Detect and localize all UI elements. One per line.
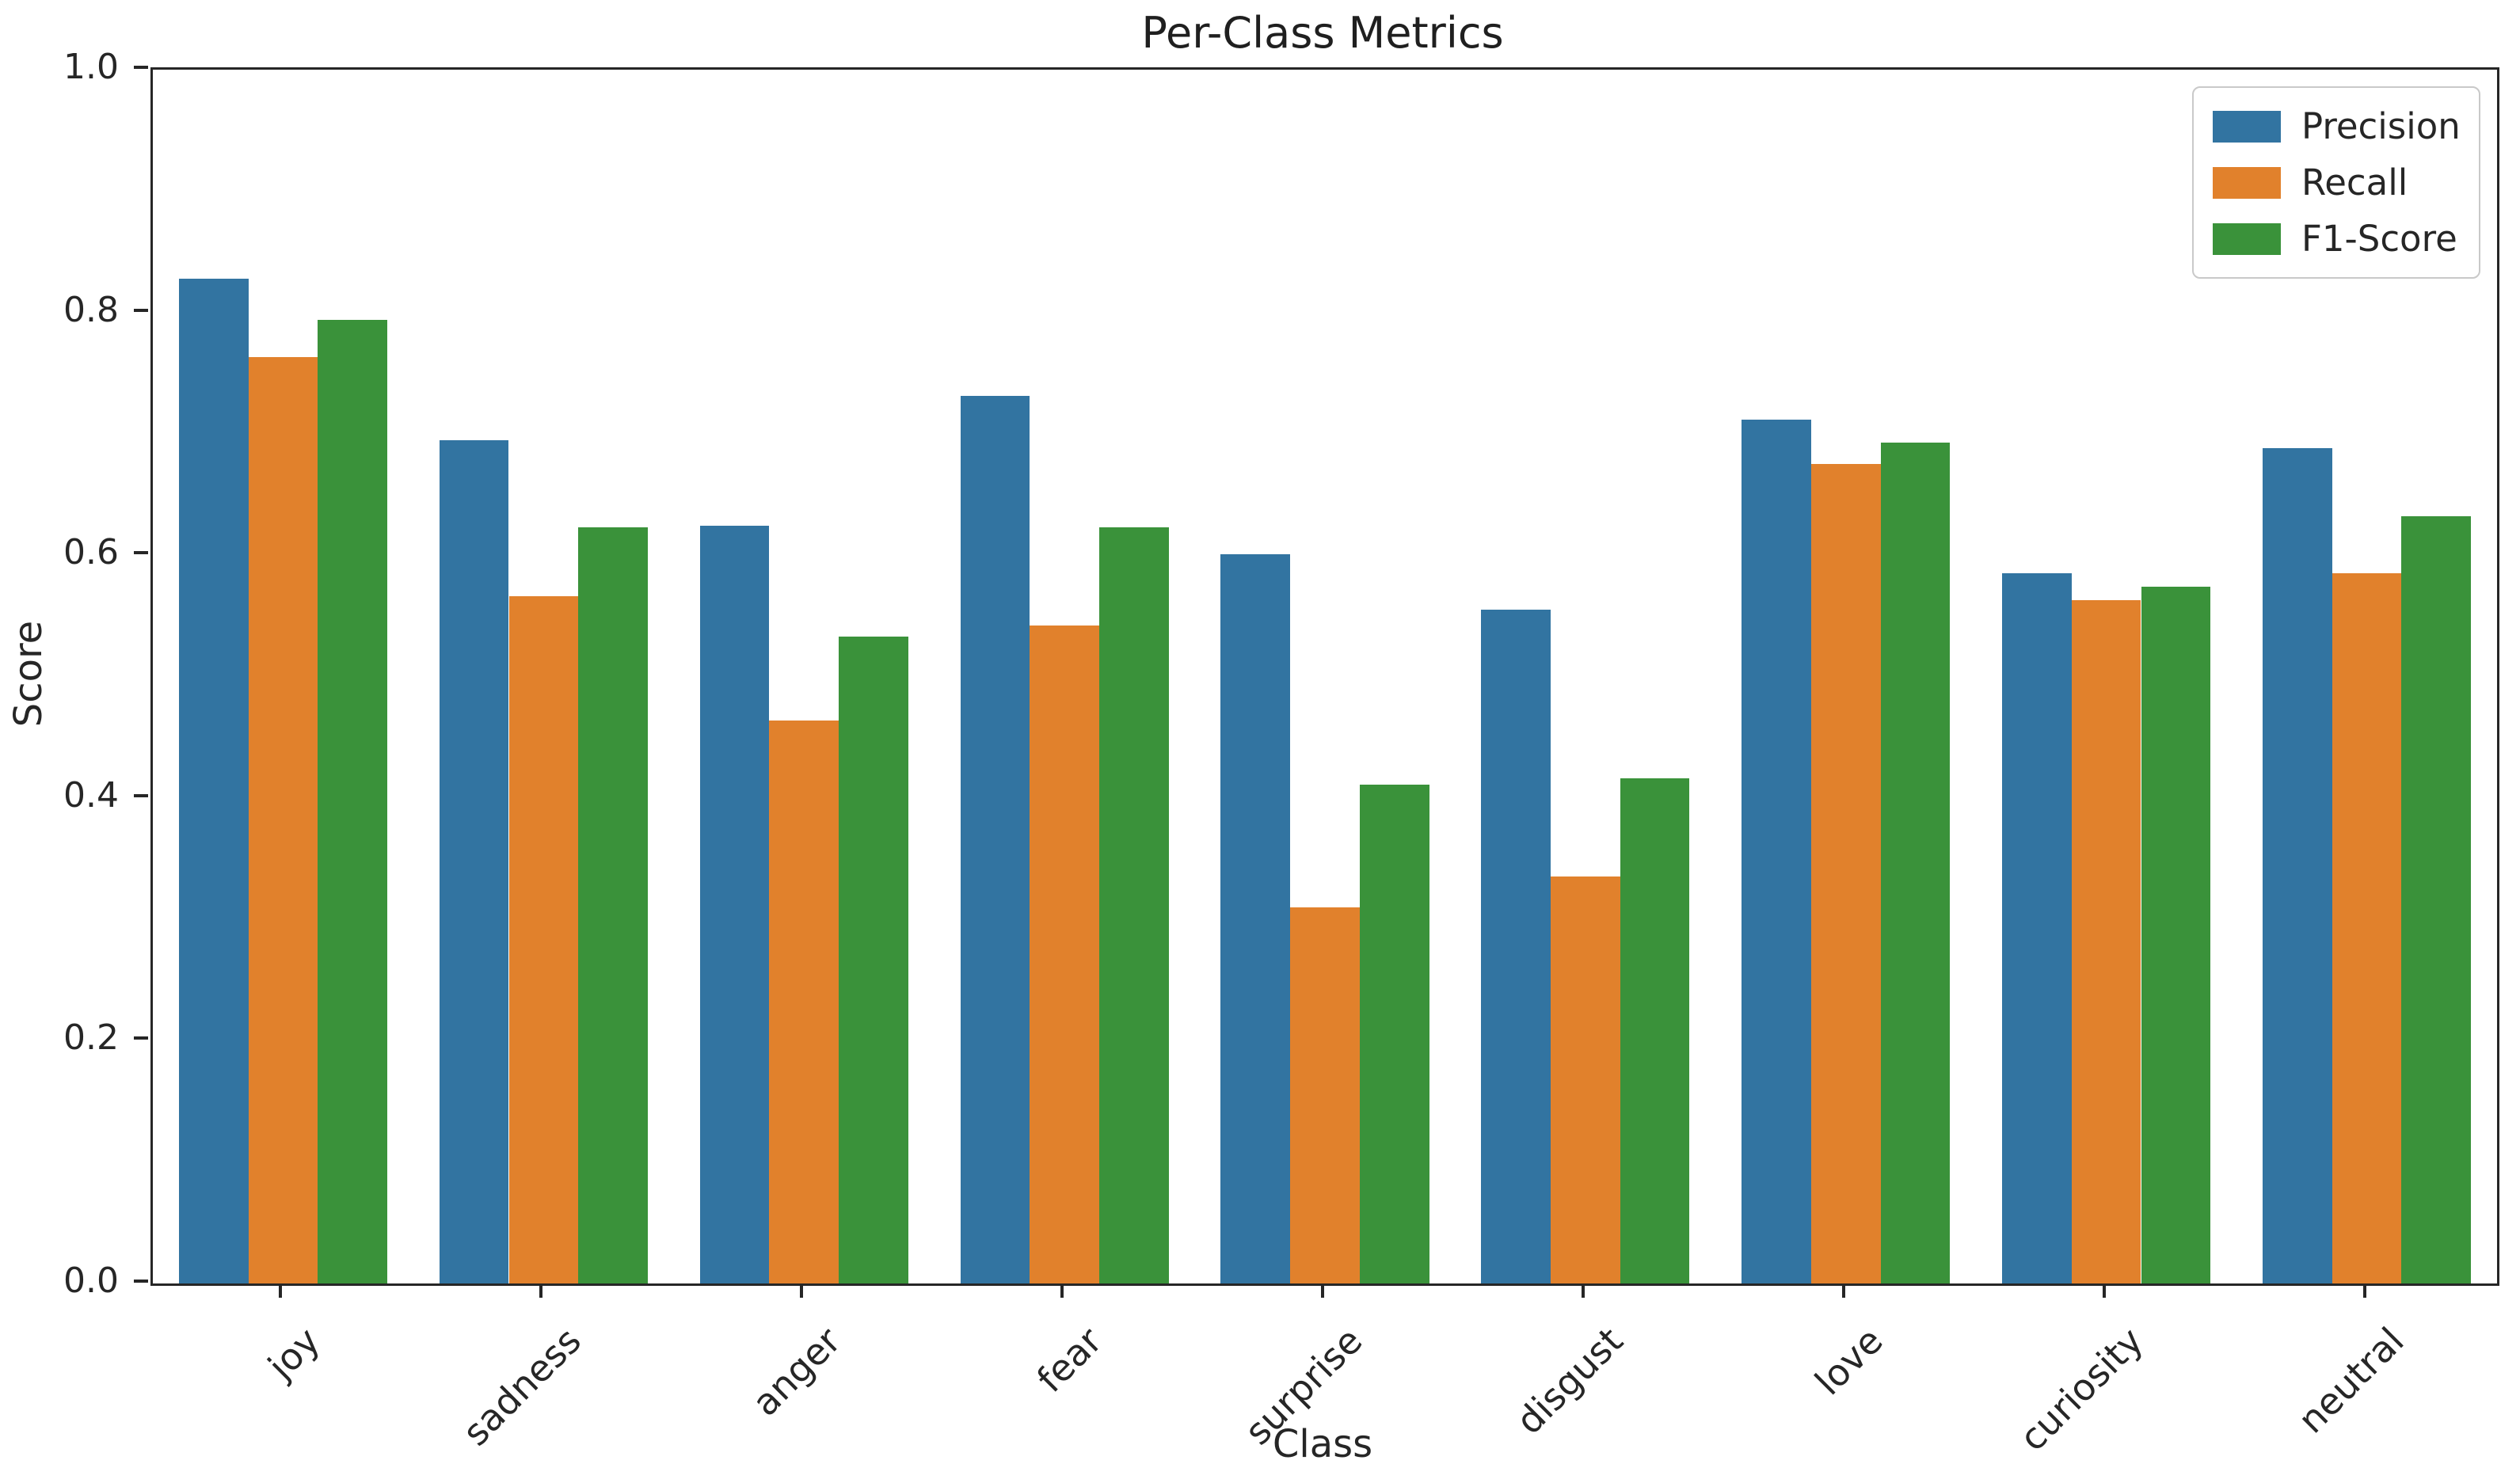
bar-neutral-precision (2263, 448, 2332, 1283)
chart-title: Per-Class Metrics (1141, 8, 1504, 58)
x-tick-label-anger: anger (744, 1319, 850, 1424)
bar-neutral-recall (2332, 573, 2402, 1283)
legend-swatch-f1-score (2213, 222, 2281, 255)
y-tick-0.4 (134, 793, 148, 797)
bar-sadness-recall (508, 596, 579, 1283)
legend-item-precision: Precision (2213, 105, 2461, 147)
bar-curiosity-precision (2002, 573, 2072, 1283)
y-tick-label-0.4: 0.4 (63, 774, 119, 816)
bar-love-f1-score (1880, 442, 1951, 1283)
x-tick-label-joy: joy (260, 1319, 329, 1388)
legend-label-recall: Recall (2301, 162, 2408, 203)
bar-surprise-recall (1290, 907, 1360, 1283)
y-tick-label-0.8: 0.8 (63, 289, 119, 330)
bar-surprise-f1-score (1359, 784, 1429, 1283)
x-tick-label-love: love (1806, 1319, 1891, 1404)
bar-love-recall (1810, 464, 1881, 1283)
legend-label-precision: Precision (2301, 105, 2461, 147)
bar-surprise-precision (1220, 553, 1291, 1283)
x-tick-sadness (539, 1283, 543, 1298)
y-axis-label: Score (6, 620, 51, 728)
bar-joy-recall (248, 357, 318, 1283)
y-tick-label-0.2: 0.2 (63, 1017, 119, 1059)
x-tick-surprise (1321, 1283, 1324, 1298)
bar-anger-recall (769, 720, 839, 1283)
bar-disgust-recall (1551, 876, 1620, 1283)
y-tick-1.0 (134, 66, 148, 69)
bar-joy-f1-score (318, 319, 387, 1283)
bar-anger-precision (699, 526, 770, 1283)
bar-curiosity-recall (2071, 599, 2141, 1283)
x-tick-label-fear: fear (1028, 1319, 1110, 1401)
bar-love-precision (1742, 419, 1811, 1283)
x-tick-neutral (2362, 1283, 2366, 1298)
legend-swatch-precision (2213, 110, 2281, 143)
x-tick-love (1841, 1283, 1845, 1298)
y-tick-0.8 (134, 308, 148, 312)
legend-swatch-recall (2213, 166, 2281, 199)
bar-curiosity-f1-score (2141, 587, 2211, 1283)
legend-item-recall: Recall (2213, 162, 2460, 203)
bar-fear-recall (1030, 626, 1099, 1283)
bar-joy-precision (178, 278, 249, 1283)
legend-label-f1-score: F1-Score (2301, 218, 2457, 260)
x-tick-curiosity (2102, 1283, 2106, 1298)
x-axis-label: Class (1272, 1422, 1373, 1466)
bar-anger-f1-score (839, 636, 908, 1283)
y-tick-label-0.6: 0.6 (63, 532, 119, 573)
legend: Precision Recall F1-Score (2192, 86, 2480, 279)
x-tick-anger (800, 1283, 804, 1298)
x-tick-disgust (1581, 1283, 1585, 1298)
y-tick-0.2 (134, 1036, 148, 1040)
bar-sadness-f1-score (578, 527, 648, 1283)
bar-fear-f1-score (1099, 527, 1169, 1283)
y-tick-label-0.0: 0.0 (63, 1261, 119, 1301)
y-tick-0.0 (134, 1280, 148, 1283)
y-tick-0.6 (134, 551, 148, 555)
bar-fear-precision (960, 396, 1030, 1283)
bar-neutral-f1-score (2401, 516, 2472, 1283)
bar-disgust-precision (1481, 610, 1551, 1283)
y-tick-label-1.0: 1.0 (63, 47, 119, 87)
legend-item-f1-score: F1-Score (2213, 218, 2460, 260)
x-tick-fear (1060, 1283, 1064, 1298)
plot-area (150, 67, 2499, 1286)
x-tick-joy (279, 1283, 283, 1298)
bar-disgust-f1-score (1620, 778, 1690, 1283)
bar-sadness-precision (439, 439, 509, 1283)
